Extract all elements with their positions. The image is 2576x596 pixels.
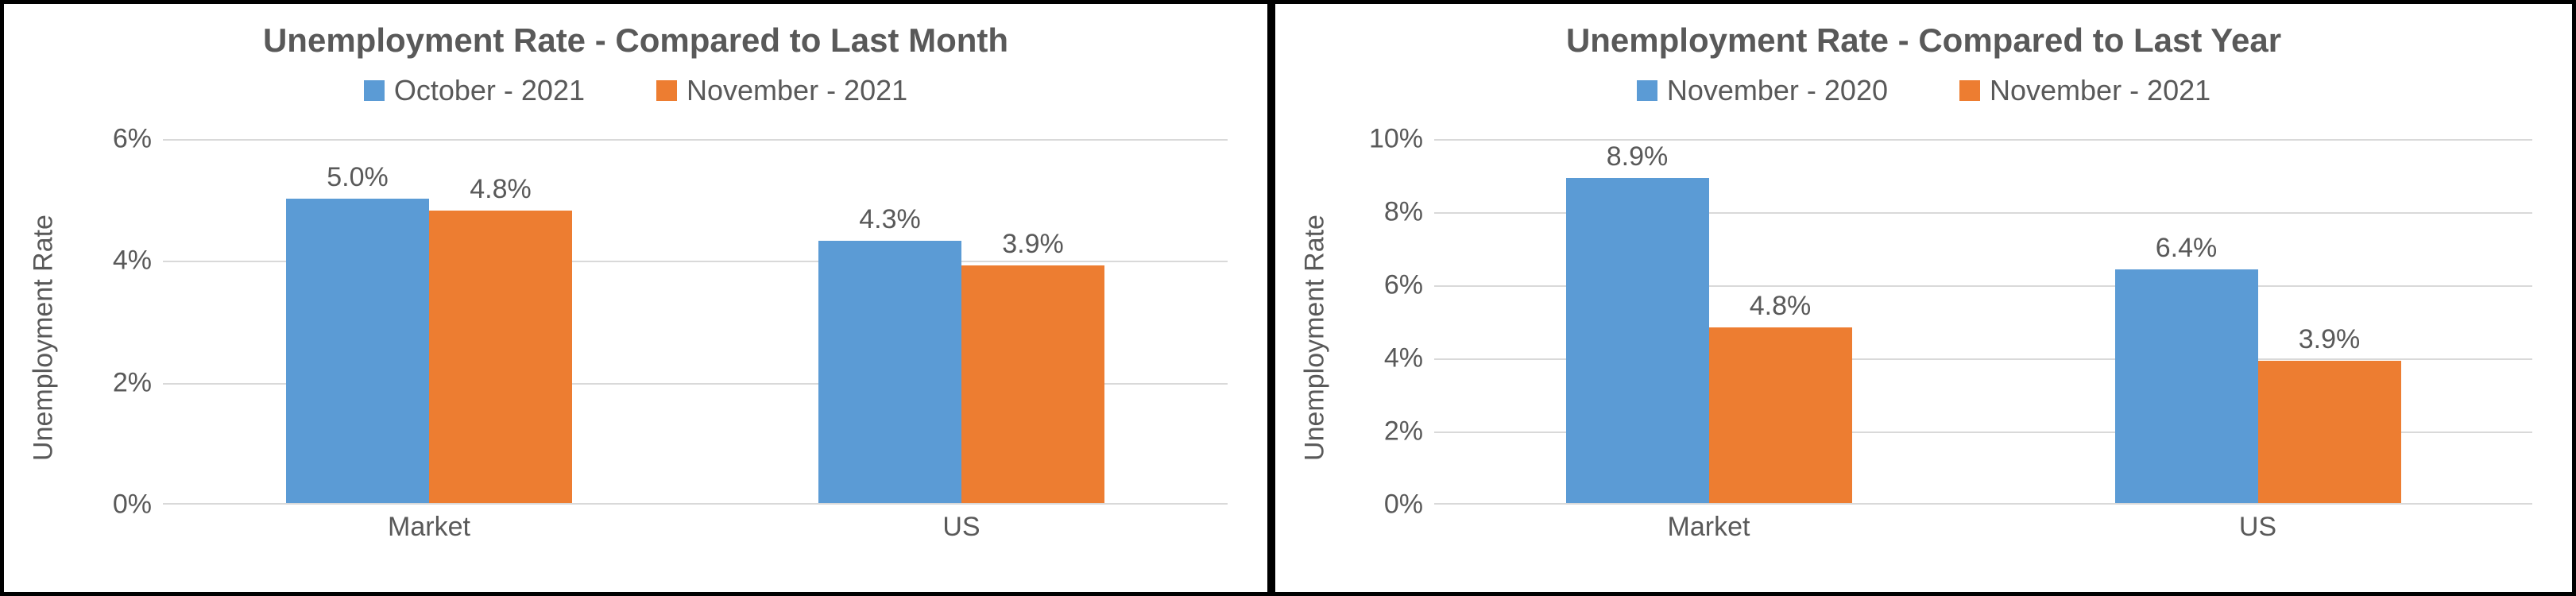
legend-label: October - 2021 [394, 74, 585, 107]
plot-area: Unemployment Rate0%2%4%6%5.0%4.8%Market4… [60, 139, 1244, 536]
bar-value-label: 4.8% [1750, 291, 1812, 322]
bar-group: 5.0%4.8%Market [286, 199, 572, 503]
bar-group: 4.3%3.9%US [818, 241, 1104, 503]
legend-label: November - 2020 [1667, 74, 1888, 107]
bar-value-label: 5.0% [327, 162, 389, 193]
category-label: Market [1668, 512, 1750, 543]
legend-swatch [1637, 80, 1657, 101]
legend-item: November - 2021 [656, 74, 907, 107]
y-tick-label: 4% [1384, 343, 1423, 374]
bar: 3.9% [961, 265, 1104, 503]
y-tick-label: 6% [113, 124, 152, 155]
y-tick-label: 6% [1384, 270, 1423, 301]
chart-panel-month: Unemployment Rate - Compared to Last Mon… [0, 0, 1271, 596]
chart-title: Unemployment Rate - Compared to Last Yea… [1275, 4, 2572, 60]
bar-group: 6.4%3.9%US [2115, 269, 2401, 503]
y-tick-label: 0% [113, 490, 152, 521]
y-axis-label: Unemployment Rate [1300, 215, 1331, 461]
bar-value-label: 4.8% [470, 174, 532, 205]
bar: 8.9% [1566, 178, 1709, 503]
bar: 4.8% [1709, 327, 1852, 503]
y-tick-label: 8% [1384, 197, 1423, 228]
y-tick-label: 10% [1369, 124, 1423, 155]
bar: 3.9% [2258, 361, 2401, 503]
legend-label: November - 2021 [1990, 74, 2210, 107]
legend-item: November - 2020 [1637, 74, 1888, 107]
y-tick-label: 2% [113, 367, 152, 398]
legend: October - 2021 November - 2021 [4, 60, 1267, 107]
bar: 4.3% [818, 241, 961, 503]
bar: 5.0% [286, 199, 429, 503]
y-tick-label: 2% [1384, 416, 1423, 447]
chart-title: Unemployment Rate - Compared to Last Mon… [4, 4, 1267, 60]
legend-label: November - 2021 [687, 74, 907, 107]
bar-value-label: 4.3% [859, 204, 921, 235]
legend-item: November - 2021 [1959, 74, 2210, 107]
y-tick-label: 0% [1384, 490, 1423, 521]
plot: 0%2%4%6%5.0%4.8%Market4.3%3.9%US [163, 139, 1228, 505]
plot-area: Unemployment Rate0%2%4%6%8%10%8.9%4.8%Ma… [1331, 139, 2548, 536]
bar-value-label: 8.9% [1607, 141, 1669, 172]
category-label: US [942, 512, 980, 543]
bar-value-label: 3.9% [2299, 324, 2361, 355]
legend-swatch [1959, 80, 1980, 101]
gridline [1434, 139, 2532, 141]
legend-swatch [656, 80, 677, 101]
gridline [163, 139, 1228, 141]
chart-panel-year: Unemployment Rate - Compared to Last Yea… [1271, 0, 2576, 596]
bar-value-label: 6.4% [2156, 233, 2218, 264]
bar-group: 8.9%4.8%Market [1566, 178, 1852, 503]
legend-swatch [364, 80, 385, 101]
bar: 4.8% [429, 211, 572, 503]
category-label: Market [388, 512, 470, 543]
y-tick-label: 4% [113, 246, 152, 277]
category-label: US [2239, 512, 2276, 543]
legend: November - 2020 November - 2021 [1275, 60, 2572, 107]
legend-item: October - 2021 [364, 74, 585, 107]
bar-value-label: 3.9% [1002, 229, 1064, 260]
y-axis-label: Unemployment Rate [29, 215, 60, 461]
bar: 6.4% [2115, 269, 2258, 503]
plot: 0%2%4%6%8%10%8.9%4.8%Market6.4%3.9%US [1434, 139, 2532, 505]
